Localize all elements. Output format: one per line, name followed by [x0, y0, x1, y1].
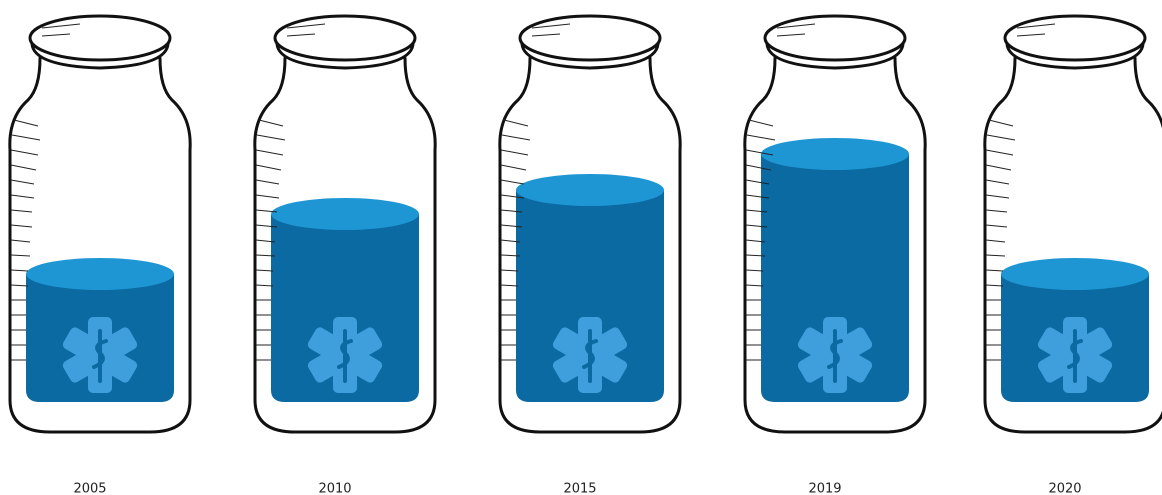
category-label: 2005	[73, 482, 106, 495]
liquid-surface	[1001, 258, 1149, 290]
liquid-surface	[26, 258, 174, 290]
liquid-surface	[271, 198, 419, 230]
category-label: 2019	[808, 482, 841, 495]
category-label: 2010	[318, 482, 351, 495]
liquid-surface	[516, 174, 664, 206]
category-label: 2020	[1048, 482, 1081, 495]
chart: 2005 2010 2015 2019 2020	[0, 0, 1162, 495]
category-label: 2015	[563, 482, 596, 495]
liquid-surface	[761, 138, 909, 170]
